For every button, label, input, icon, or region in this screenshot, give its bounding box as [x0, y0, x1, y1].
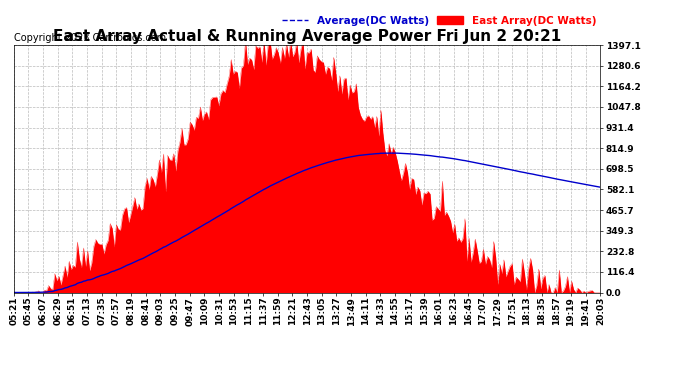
Legend: Average(DC Watts), East Array(DC Watts): Average(DC Watts), East Array(DC Watts) — [278, 12, 600, 30]
Title: East Array Actual & Running Average Power Fri Jun 2 20:21: East Array Actual & Running Average Powe… — [53, 29, 561, 44]
Text: Copyright 2023 Cartronics.com: Copyright 2023 Cartronics.com — [14, 33, 166, 42]
